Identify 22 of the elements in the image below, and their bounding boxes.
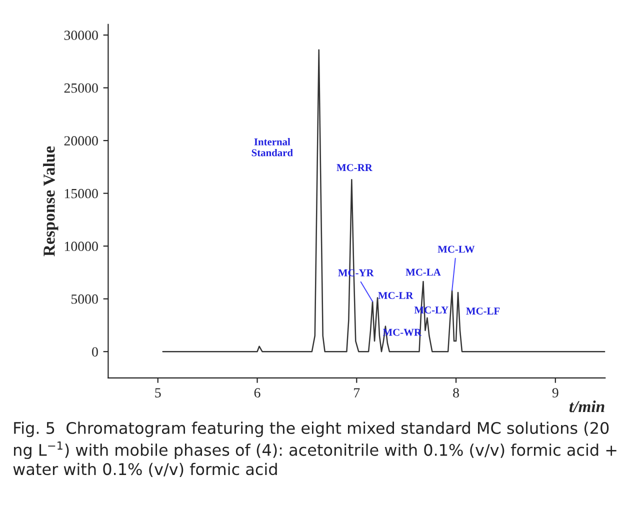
x-axis-title: t/min — [569, 400, 604, 412]
y-tick-label: 5000 — [71, 294, 98, 304]
annotation: MC-LF — [466, 308, 500, 315]
caption: Fig. 5 Chromatogram featuring the eight mixed standard MC solutions (20 ng L$^{−1}$) with mobile phases of (4): acetonitrile with 0.1% (v/v) formic acid + water with 0.1% (v/v) formic acid — [13, 422, 616, 478]
x-tick-label: 6 — [254, 388, 260, 398]
y-tick-label: 15000 — [64, 188, 98, 198]
x-tick-label: 5 — [155, 388, 161, 398]
annotation: Internal Standard — [252, 138, 293, 156]
annotation: MC-RR — [336, 164, 372, 172]
y-tick-label: 10000 — [64, 242, 98, 252]
annotation: MC-LW — [438, 246, 475, 253]
x-tick-label: 7 — [354, 388, 360, 398]
y-tick-label: 25000 — [64, 83, 98, 93]
y-tick-label: 0 — [92, 347, 98, 357]
y-axis-title: Response Value — [43, 146, 58, 256]
annotation: MC-LA — [406, 268, 441, 276]
line-series — [162, 49, 606, 352]
y-tick-label: 30000 — [64, 30, 98, 40]
annotation: MC-LR — [378, 292, 414, 300]
x-tick-label: 8 — [453, 388, 459, 398]
x-tick-label: 9 — [552, 388, 558, 398]
y-tick-label: 20000 — [64, 136, 98, 146]
